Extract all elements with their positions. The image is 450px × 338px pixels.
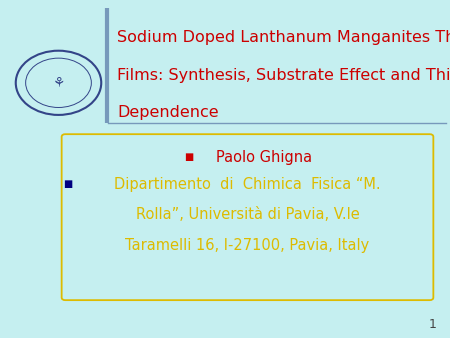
Text: Sodium Doped Lanthanum Manganites Thin: Sodium Doped Lanthanum Manganites Thin bbox=[117, 30, 450, 45]
Text: Films: Synthesis, Substrate Effect and Thickness: Films: Synthesis, Substrate Effect and T… bbox=[117, 68, 450, 82]
Text: Rolla”, Università di Pavia, V.le: Rolla”, Università di Pavia, V.le bbox=[135, 207, 360, 222]
Text: Taramelli 16, I-27100, Pavia, Italy: Taramelli 16, I-27100, Pavia, Italy bbox=[126, 238, 369, 252]
Text: Dipartimento  di  Chimica  Fisica “M.: Dipartimento di Chimica Fisica “M. bbox=[114, 177, 381, 192]
Text: Paolo Ghigna: Paolo Ghigna bbox=[216, 150, 312, 165]
Text: ■: ■ bbox=[63, 179, 72, 189]
Text: ⚘: ⚘ bbox=[52, 76, 65, 90]
Text: 1: 1 bbox=[428, 318, 436, 331]
FancyBboxPatch shape bbox=[62, 134, 433, 300]
Text: ■: ■ bbox=[184, 152, 194, 162]
Text: Dependence: Dependence bbox=[117, 105, 219, 120]
